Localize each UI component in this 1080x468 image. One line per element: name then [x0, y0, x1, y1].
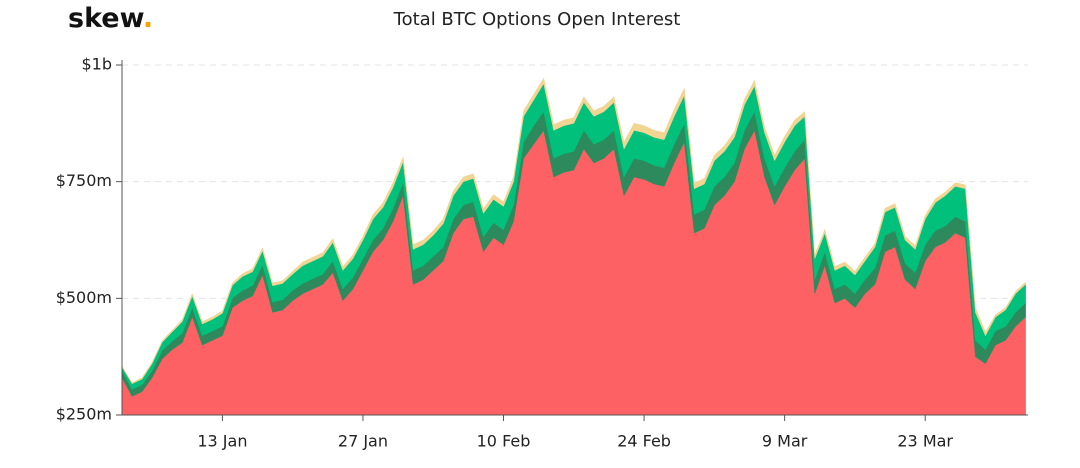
- x-tick-label: 10 Feb: [477, 432, 531, 451]
- y-tick-label: $750m: [56, 171, 112, 190]
- x-tick-label: 27 Jan: [338, 432, 388, 451]
- brand-name: skew: [68, 3, 144, 34]
- y-tick-label: $500m: [56, 288, 112, 307]
- brand: skew.: [68, 3, 153, 34]
- y-tick-label: $250m: [56, 405, 112, 424]
- x-tick-label: 24 Feb: [617, 432, 671, 451]
- x-tick-label: 9 Mar: [762, 432, 808, 451]
- x-tick-label: 23 Mar: [897, 432, 953, 451]
- area: [121, 77, 1026, 385]
- chart-title: Total BTC Options Open Interest: [393, 9, 681, 30]
- brand-mark: .: [143, 3, 153, 34]
- y-tick-label: $1b: [81, 55, 112, 74]
- x-tick-label: 13 Jan: [197, 432, 247, 451]
